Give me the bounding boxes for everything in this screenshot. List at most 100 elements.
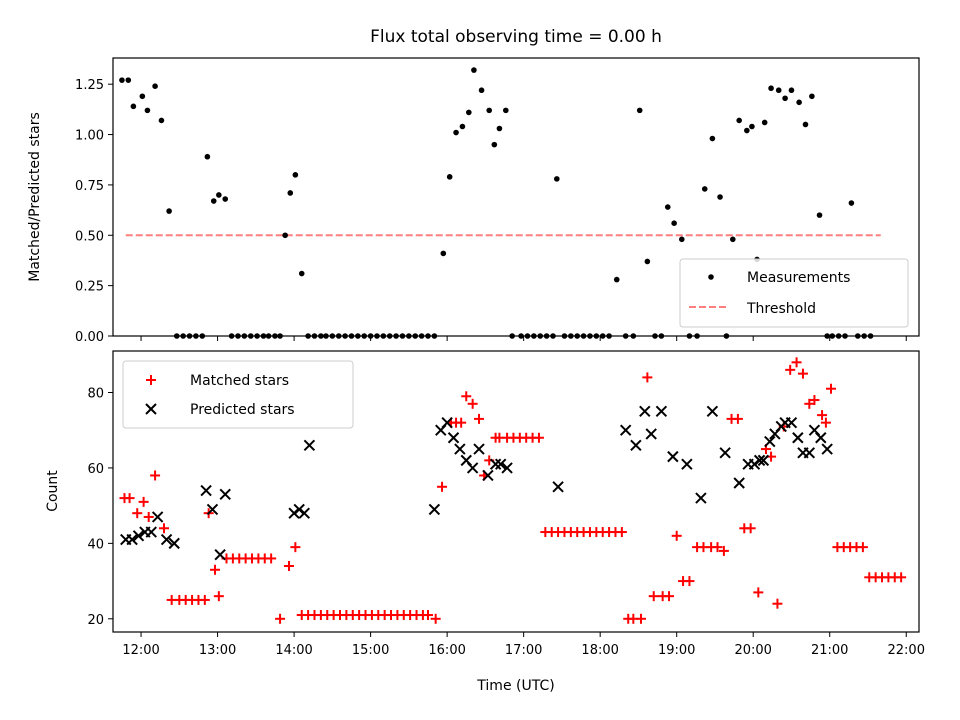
predicted-star-point [803, 447, 816, 459]
matched-star-point [210, 564, 221, 575]
count-panel-frame [112, 350, 920, 633]
predicted-star-point [214, 548, 226, 561]
predicted-star-point [753, 454, 766, 467]
measurement-point [453, 129, 459, 136]
predicted-star-point [695, 492, 707, 504]
measurement-point [471, 67, 477, 73]
predicted-star-point [681, 458, 693, 470]
predicted-star-point [792, 432, 804, 444]
predicted-star-point [151, 511, 164, 523]
matched-star-point [648, 591, 659, 602]
ratio-y-tick-label: 0.50 [75, 229, 104, 244]
predicted-star-point [655, 405, 668, 418]
matched-star-point [456, 417, 467, 428]
ratio-y-axis-label: Matched/Predicted stars [27, 112, 43, 282]
count-points-layer [119, 357, 907, 624]
matched-star-point [461, 391, 472, 402]
measurement-point [491, 141, 498, 148]
x-tick-label: 15:00 [352, 643, 389, 658]
measurement-point [796, 99, 802, 106]
count-legend: Matched stars Predicted stars [122, 360, 354, 429]
predicted-star-point [145, 526, 157, 538]
measurement-point [816, 212, 823, 218]
matched-star-point [213, 591, 224, 602]
matched-star-point [797, 368, 808, 379]
legend-predicted-label: Predicted stars [190, 402, 295, 418]
measurement-point [130, 103, 137, 110]
ratio-y-axis: 0.00 0.25 0.50 0.75 1.00 1.25 [75, 78, 113, 345]
measurement-point [768, 85, 774, 92]
matched-star-point [474, 413, 485, 424]
matched-star-point [671, 530, 682, 541]
count-y-tick-label: 60 [87, 462, 104, 477]
x-tick-label: 21:00 [811, 643, 848, 658]
predicted-star-point [482, 469, 494, 482]
measurement-point [298, 270, 305, 277]
measurement-point [678, 236, 685, 243]
matched-star-point [290, 542, 301, 553]
predicted-star-point [206, 503, 219, 516]
legend-measurements-label: Measurements [747, 270, 850, 286]
ratio-y-tick-label: 0.75 [75, 179, 104, 194]
predicted-star-point [630, 439, 642, 452]
predicted-star-point [454, 443, 466, 455]
matched-star-point [467, 398, 478, 409]
measurement-point [788, 87, 795, 94]
predicted-star-point [639, 405, 651, 418]
x-tick-label: 14:00 [275, 643, 312, 658]
x-tick-label: 20:00 [734, 643, 771, 658]
measurement-point [809, 93, 815, 100]
matched-star-point [437, 481, 448, 492]
count-x-axis: 12:00 13:00 14:00 15:00 16:00 17:00 18:00 19:00… [122, 632, 925, 658]
measurement-point [761, 119, 768, 126]
matched-star-point [616, 527, 627, 538]
predicted-star-point [466, 462, 479, 474]
count-y-tick-label: 80 [87, 386, 104, 401]
matched-star-point [150, 470, 161, 481]
ratio-y-tick-label: 1.25 [75, 78, 104, 93]
measurement-point [636, 107, 643, 114]
measurement-point [287, 190, 294, 196]
matched-star-point [430, 613, 441, 624]
measurement-point [292, 172, 299, 178]
matched-star-point [533, 432, 544, 443]
count-y-axis-label: Count [45, 470, 61, 512]
legend-measurements-marker [708, 274, 714, 280]
x-tick-label: 22:00 [888, 643, 925, 658]
matched-star-point [275, 613, 286, 624]
predicted-star-point [733, 477, 745, 489]
predicted-star-point [757, 454, 770, 467]
measurement-point [802, 121, 809, 128]
measurement-point [446, 174, 453, 180]
measurement-point [210, 198, 217, 204]
measurement-point [709, 135, 716, 142]
matched-star-point [817, 410, 828, 421]
measurement-point [144, 107, 151, 114]
measurement-point [502, 107, 509, 114]
predicted-star-point [126, 533, 138, 546]
measurement-point [158, 117, 165, 124]
legend-predicted-marker [145, 403, 157, 415]
matched-star-point [642, 372, 653, 383]
measurement-point [554, 176, 560, 182]
matched-star-point [732, 413, 743, 424]
measurement-point [119, 77, 125, 83]
predicted-star-point [552, 481, 564, 493]
ratio-x-axis [140, 336, 907, 341]
measurement-point [744, 127, 750, 134]
predicted-star-point [821, 443, 833, 455]
x-tick-label: 16:00 [428, 643, 465, 658]
legend-matched-marker [146, 375, 156, 385]
predicted-star-point [219, 488, 231, 501]
matched-star-point [684, 576, 695, 587]
x-tick-label: 12:00 [122, 643, 159, 658]
matched-star-point [138, 496, 149, 507]
matched-star-point [745, 523, 756, 534]
matched-star-point [266, 553, 277, 564]
matched-star-point [199, 594, 210, 605]
predicted-star-point [200, 484, 212, 497]
measurement-point [496, 125, 503, 132]
count-legend-box [122, 360, 354, 429]
